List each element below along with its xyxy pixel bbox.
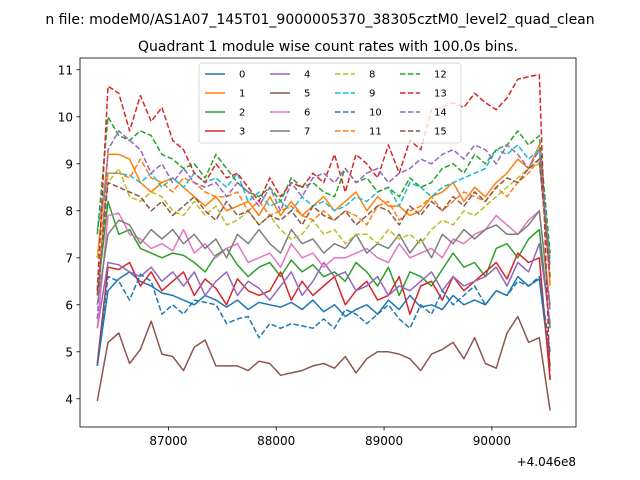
x-offset-label: +4.046e8 xyxy=(517,455,576,469)
legend-label-0: 0 xyxy=(239,70,245,81)
y-tick-label: 6 xyxy=(65,298,73,312)
series-line-4 xyxy=(96,242,551,329)
series-line-6 xyxy=(96,210,551,329)
legend-label-7: 7 xyxy=(304,127,310,138)
x-tick-label: 89000 xyxy=(365,434,403,448)
x-tick-label: 88000 xyxy=(257,434,295,448)
series-line-15 xyxy=(96,158,551,296)
legend-box xyxy=(198,62,462,144)
series-line-11 xyxy=(96,158,551,291)
legend-label-12: 12 xyxy=(434,70,447,81)
series-line-7 xyxy=(96,210,551,310)
y-tick-label: 5 xyxy=(65,345,73,359)
legend-label-13: 13 xyxy=(434,89,447,100)
legend-label-15: 15 xyxy=(434,127,447,138)
series-line-8 xyxy=(96,163,551,258)
series-line-0 xyxy=(96,271,551,367)
legend-label-1: 1 xyxy=(239,89,245,100)
y-tick-label: 8 xyxy=(65,204,73,218)
legend-label-4: 4 xyxy=(304,70,310,81)
series-line-5 xyxy=(96,315,551,411)
legend-label-14: 14 xyxy=(434,108,447,119)
legend-label-5: 5 xyxy=(304,89,310,100)
y-tick-label: 10 xyxy=(58,110,73,124)
legend-label-3: 3 xyxy=(239,127,245,138)
legend-label-10: 10 xyxy=(369,108,382,119)
y-tick-label: 11 xyxy=(58,63,73,77)
y-tick-label: 9 xyxy=(65,157,73,171)
legend-label-9: 9 xyxy=(369,89,375,100)
legend-label-6: 6 xyxy=(304,108,310,119)
series-line-12 xyxy=(96,116,551,254)
series-line-14 xyxy=(96,130,551,319)
x-tick-label: 87000 xyxy=(149,434,187,448)
legend-label-8: 8 xyxy=(369,70,375,81)
y-tick-label: 4 xyxy=(65,392,73,406)
legend-label-2: 2 xyxy=(239,108,245,119)
legend-label-11: 11 xyxy=(369,127,382,138)
plot-frame xyxy=(79,57,577,428)
series-layer xyxy=(96,73,551,411)
y-tick-label: 7 xyxy=(65,251,73,265)
series-line-9 xyxy=(96,144,551,263)
figure-suptitle: n file: modeM0/AS1A07_145T01_9000005370_… xyxy=(45,12,594,28)
x-tick-label: 90000 xyxy=(473,434,511,448)
series-line-10 xyxy=(96,273,551,366)
chart-title: Quadrant 1 module wise count rates with … xyxy=(138,39,518,55)
series-line-13 xyxy=(96,73,551,381)
series-line-2 xyxy=(96,200,551,329)
